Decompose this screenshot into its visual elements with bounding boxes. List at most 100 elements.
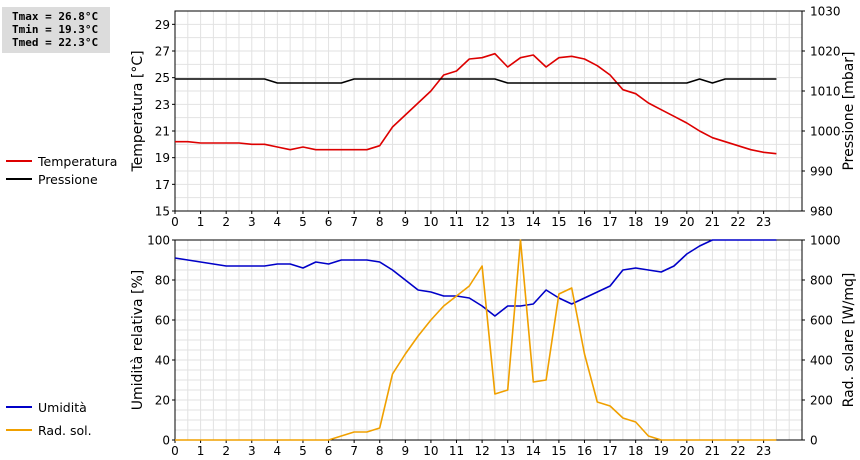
x-tick-label: 0	[171, 215, 179, 229]
x-tick-label: 10	[423, 215, 438, 229]
x-tick-label: 8	[376, 215, 384, 229]
legend-bottom: Umidità Rad. sol.	[6, 400, 92, 439]
x-tick-label: 20	[679, 215, 694, 229]
x-tick-label: 7	[350, 444, 358, 458]
y2-tick-label: 1020	[810, 45, 841, 59]
y-tick-label: 27	[155, 45, 170, 59]
x-tick-label: 23	[756, 444, 771, 458]
y-tick-label: 15	[155, 205, 170, 219]
x-tick-label: 16	[577, 215, 592, 229]
y-tick-label: 25	[155, 71, 170, 85]
legend-item-temperatura: Temperatura	[6, 152, 117, 170]
y-tick-label: 23	[155, 98, 170, 112]
x-tick-label: 21	[705, 215, 720, 229]
x-tick-label: 14	[526, 215, 541, 229]
x-tick-label: 18	[628, 215, 643, 229]
y-tick-label: 29	[155, 18, 170, 32]
x-tick-label: 15	[551, 215, 566, 229]
x-tick-label: 14	[526, 444, 541, 458]
legend-item-radsol: Rad. sol.	[6, 421, 92, 439]
x-tick-label: 3	[248, 444, 256, 458]
chart-panel-2: 0 1 2 3 4 5 6 7 8 9 10 11 12 13 14 15 16 17 18 19 20 21 22 2302…	[130, 234, 857, 459]
x-tick-label: 8	[376, 444, 384, 458]
plot-frame	[174, 239, 803, 441]
x-tick-label: 5	[299, 215, 307, 229]
y-tick-label: 40	[155, 354, 170, 368]
legend-swatch-radsol	[6, 429, 32, 431]
y2-tick-label: 600	[810, 314, 833, 328]
series-line-pressione	[175, 78, 777, 84]
x-tick-label: 15	[551, 444, 566, 458]
y-axis-title: Temperatura [°C]	[130, 50, 146, 172]
x-tick-label: 20	[679, 444, 694, 458]
x-tick-label: 17	[602, 444, 617, 458]
x-tick-label: 12	[474, 215, 489, 229]
series-line-umidit-	[174, 239, 777, 317]
chart-panel-1: 0 1 2 3 4 5 6 7 8 9 10 11 12 13 14 15 16 17 18 19 20 21 22 2315…	[130, 5, 857, 230]
x-tick-label: 16	[577, 444, 592, 458]
x-tick-label: 9	[402, 215, 410, 229]
y2-tick-label: 1000	[810, 234, 841, 248]
tmed-label: Tmed = 22.3°C	[12, 36, 99, 49]
x-tick-label: 6	[325, 444, 333, 458]
x-tick-label: 5	[299, 444, 307, 458]
x-tick-label: 11	[449, 444, 464, 458]
x-tick-label: 11	[449, 215, 464, 229]
y-tick-label: 19	[155, 151, 170, 165]
legend-label-umidita: Umidità	[38, 399, 87, 415]
x-tick-label: 0	[171, 444, 179, 458]
y2-tick-label: 800	[810, 274, 833, 288]
tmin-label: Tmin = 19.3°C	[12, 23, 99, 36]
y-tick-label: 0	[162, 434, 170, 448]
y-tick-label: 17	[155, 178, 170, 192]
plot-frame	[174, 10, 803, 212]
x-tick-label: 6	[325, 215, 333, 229]
x-tick-label: 1	[197, 215, 205, 229]
x-tick-label: 22	[730, 215, 745, 229]
series-line-temperatura	[175, 52, 777, 155]
x-tick-label: 4	[274, 215, 282, 229]
y-axis-title: Umidità relativa [%]	[130, 270, 146, 411]
x-tick-label: 7	[350, 215, 358, 229]
y2-tick-label: 0	[810, 434, 818, 448]
y2-tick-label: 1000	[810, 125, 841, 139]
x-tick-label: 21	[705, 444, 720, 458]
x-tick-label: 23	[756, 215, 771, 229]
x-tick-label: 13	[500, 444, 515, 458]
y-tick-label: 21	[155, 125, 170, 139]
series-line-rad-sol-	[175, 239, 777, 441]
x-tick-label: 19	[654, 444, 669, 458]
legend-swatch-umidita	[6, 406, 32, 408]
legend-top: Temperatura Pressione	[6, 152, 117, 188]
legend-label-pressione: Pressione	[38, 171, 98, 187]
y-tick-label: 20	[155, 394, 170, 408]
y-tick-label: 60	[155, 314, 170, 328]
x-tick-label: 2	[222, 215, 230, 229]
y2-tick-label: 980	[810, 205, 833, 219]
y2-tick-label: 1030	[810, 5, 841, 19]
y-tick-label: 80	[155, 274, 170, 288]
x-tick-label: 22	[730, 444, 745, 458]
x-tick-label: 12	[474, 444, 489, 458]
temperature-stats-box: Tmax = 26.8°C Tmin = 19.3°C Tmed = 22.3°…	[2, 7, 110, 53]
y2-tick-label: 200	[810, 394, 833, 408]
y-tick-label: 100	[147, 234, 170, 248]
x-tick-label: 19	[654, 215, 669, 229]
tmax-label: Tmax = 26.8°C	[12, 10, 99, 23]
x-tick-label: 17	[602, 215, 617, 229]
legend-item-pressione: Pressione	[6, 170, 117, 188]
legend-label-temperatura: Temperatura	[38, 153, 118, 169]
legend-item-umidita: Umidità	[6, 398, 92, 416]
legend-swatch-temperatura	[6, 160, 32, 162]
x-tick-label: 18	[628, 444, 643, 458]
y2-tick-label: 400	[810, 354, 833, 368]
x-tick-label: 4	[274, 444, 282, 458]
x-tick-label: 9	[402, 444, 410, 458]
y2-tick-label: 990	[810, 165, 833, 179]
x-tick-label: 13	[500, 215, 515, 229]
y2-axis-title: Rad. solare [W/mq]	[841, 273, 857, 408]
x-tick-label: 3	[248, 215, 256, 229]
legend-label-radsol: Rad. sol.	[38, 422, 92, 438]
